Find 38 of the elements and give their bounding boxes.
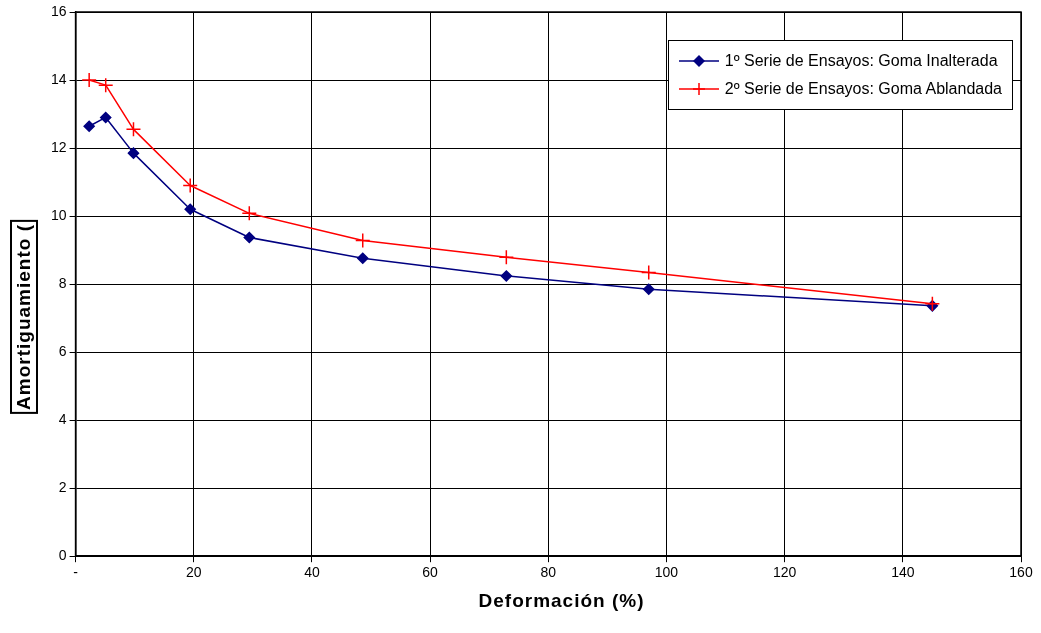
- x-tick-label: 100: [654, 564, 679, 581]
- y-tick-label: 10: [50, 206, 67, 223]
- point: [83, 120, 95, 133]
- point: [355, 232, 371, 249]
- point: [243, 231, 256, 244]
- point: [184, 203, 196, 216]
- y-tick-label: 2: [58, 479, 67, 496]
- point: [97, 77, 114, 93]
- point: [81, 72, 97, 88]
- x-tick-label: 60: [422, 564, 439, 581]
- y-tick-label: 6: [58, 342, 67, 359]
- point: [498, 249, 515, 265]
- y-tick-label: 4: [58, 411, 67, 428]
- x-tick-label: 40: [304, 564, 320, 581]
- point: [642, 283, 655, 295]
- point: [241, 205, 258, 222]
- x-tick-label: 120: [772, 564, 797, 581]
- x-axis-title: Deformación (%): [477, 590, 646, 612]
- y-tick-label: 12: [50, 138, 67, 155]
- legend-label: 1º Serie de Ensayos: Goma Inalterada: [724, 52, 998, 70]
- x-tick-label: 80: [540, 564, 557, 581]
- y-axis-title: Amortiguamiento (: [10, 219, 38, 414]
- point: [182, 177, 198, 194]
- y-tick-label: 0: [58, 547, 67, 564]
- point: [127, 147, 140, 159]
- x-tick-label: 20: [185, 564, 202, 581]
- y-tick-label: 8: [58, 274, 67, 291]
- y-tick-label: 14: [50, 70, 67, 87]
- y-tick-label: 16: [50, 2, 67, 19]
- point: [500, 270, 513, 282]
- legend-label: 2º Serie de Ensayos: Goma Ablandada: [724, 80, 1002, 98]
- x-tick-label: -: [73, 564, 79, 581]
- x-tick-label: 160: [1009, 564, 1033, 581]
- point: [357, 252, 369, 264]
- point: [125, 121, 142, 138]
- point: [640, 264, 657, 281]
- x-tick-label: 140: [891, 564, 915, 581]
- point: [99, 111, 112, 124]
